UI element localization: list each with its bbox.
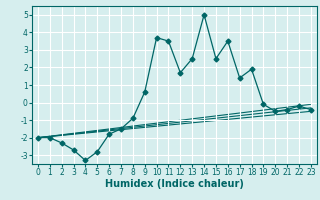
- X-axis label: Humidex (Indice chaleur): Humidex (Indice chaleur): [105, 179, 244, 189]
